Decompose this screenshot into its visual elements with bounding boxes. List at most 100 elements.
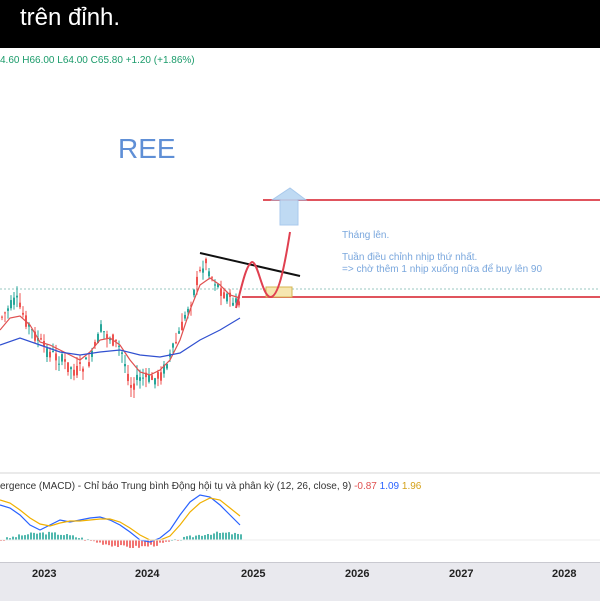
candle-body — [118, 345, 120, 347]
candle-body — [124, 363, 126, 367]
macd-hist-bar — [30, 532, 32, 540]
macd-hist-bar — [81, 537, 83, 540]
candle-body — [217, 283, 219, 288]
candle-body — [127, 373, 129, 382]
macd-hist-bar — [135, 540, 137, 546]
candle-body — [91, 350, 93, 357]
macd-hist-bar — [129, 540, 131, 548]
annotation-line-3: => chờ thêm 1 nhịp xuống nữa để buy lên … — [342, 264, 543, 275]
macd-hist-bar — [48, 531, 50, 540]
candle-body — [166, 363, 168, 369]
candle-body — [205, 258, 207, 264]
candle-body — [196, 276, 198, 286]
candle-body — [19, 302, 21, 308]
caption-text: trên đỉnh. — [20, 4, 121, 31]
macd-hist-bar — [144, 540, 146, 547]
candle-body — [172, 343, 174, 348]
candle-body — [46, 348, 48, 358]
ohlc-readout: 4.60 H66.00 L64.00 C65.80 +1.20 (+1.86%) — [0, 55, 195, 66]
ohlc-low: L64.00 — [57, 55, 88, 66]
macd-hist-bar — [153, 540, 155, 547]
candle-body — [142, 377, 144, 379]
ma-fast-line — [0, 277, 241, 376]
macd-hist-bar — [225, 532, 227, 540]
macd-hist-bar — [201, 535, 203, 540]
candle-body — [31, 329, 33, 331]
candle-body — [199, 269, 201, 271]
macd-hist-bar — [204, 535, 206, 540]
price-chart[interactable] — [0, 48, 600, 478]
macd-hist-bar — [54, 532, 56, 540]
symbol-label: REE — [118, 133, 176, 164]
macd-hist-bar — [195, 535, 197, 540]
macd-hist-bar — [147, 540, 149, 547]
candle-body — [61, 354, 63, 362]
candle-body — [103, 331, 105, 333]
x-tick-2028: 2028 — [552, 568, 577, 580]
candle-body — [64, 359, 66, 362]
candle-body — [193, 289, 195, 296]
macd-hist-bar — [63, 535, 65, 540]
candle-body — [79, 362, 81, 364]
candle-body — [133, 383, 135, 390]
candle-body — [145, 372, 147, 378]
macd-signal-line — [0, 497, 241, 541]
macd-hist-bar — [9, 538, 11, 540]
macd-hist-bar — [162, 540, 164, 543]
candle-body — [52, 350, 54, 352]
macd-hist-bar — [192, 537, 194, 540]
candlestick-series[interactable] — [1, 257, 240, 399]
macd-hist-bar — [156, 540, 158, 546]
candle-body — [55, 353, 57, 361]
candle-body — [97, 333, 99, 344]
macd-legend[interactable]: ergence (MACD) - Chỉ báo Trung bình Động… — [0, 481, 421, 492]
candle-body — [34, 331, 36, 341]
candle-body — [238, 301, 240, 306]
macd-hist-bar — [237, 533, 239, 540]
macd-hist-bar — [210, 534, 212, 540]
macd-hist-bar — [69, 535, 71, 540]
macd-hist-bar — [102, 540, 104, 545]
candle-body — [160, 372, 162, 381]
macd-hist-bar — [216, 531, 218, 540]
candle-body — [208, 271, 210, 277]
projection-path[interactable] — [235, 231, 291, 309]
macd-hist-bar — [186, 536, 188, 540]
macd-hist-bar — [93, 540, 95, 542]
candle-body — [7, 308, 9, 311]
macd-hist-bar — [99, 540, 101, 543]
candle-body — [58, 363, 60, 365]
up-arrow-icon — [270, 187, 308, 226]
candle-body — [82, 368, 84, 372]
macd-hist-bar — [168, 540, 170, 542]
x-tick-2027: 2027 — [449, 568, 474, 580]
candle-body — [187, 308, 189, 313]
macd-hist-bar — [231, 534, 233, 540]
caption-bar — [0, 0, 600, 48]
candle-body — [49, 351, 51, 358]
macd-hist-bar — [222, 532, 224, 540]
candle-body — [181, 321, 183, 331]
macd-hist-bar — [132, 540, 134, 548]
macd-value: 1.09 — [379, 481, 400, 492]
macd-hist-bar — [123, 540, 125, 546]
x-tick-2025: 2025 — [241, 568, 266, 580]
macd-hist-bar — [228, 532, 230, 540]
macd-hist-bar — [78, 538, 80, 540]
candle-body — [157, 372, 159, 379]
entry-zone-box[interactable] — [265, 286, 293, 298]
macd-signal-value: 1.96 — [401, 481, 422, 492]
time-axis[interactable] — [0, 562, 600, 601]
annotation-line-2: Tuần điều chỉnh nhịp thứ nhất. — [342, 252, 478, 263]
macd-histogram — [0, 531, 242, 548]
candle-body — [214, 284, 216, 286]
macd-hist-bar — [150, 540, 152, 545]
ma-slow-line — [0, 317, 241, 358]
candle-body — [115, 339, 117, 342]
macd-hist-bar — [108, 540, 110, 546]
ohlc-high: H66.00 — [22, 55, 55, 66]
macd-hist-bar — [66, 534, 68, 540]
x-tick-2023: 2023 — [32, 568, 57, 580]
macd-hist-bar — [141, 540, 143, 547]
